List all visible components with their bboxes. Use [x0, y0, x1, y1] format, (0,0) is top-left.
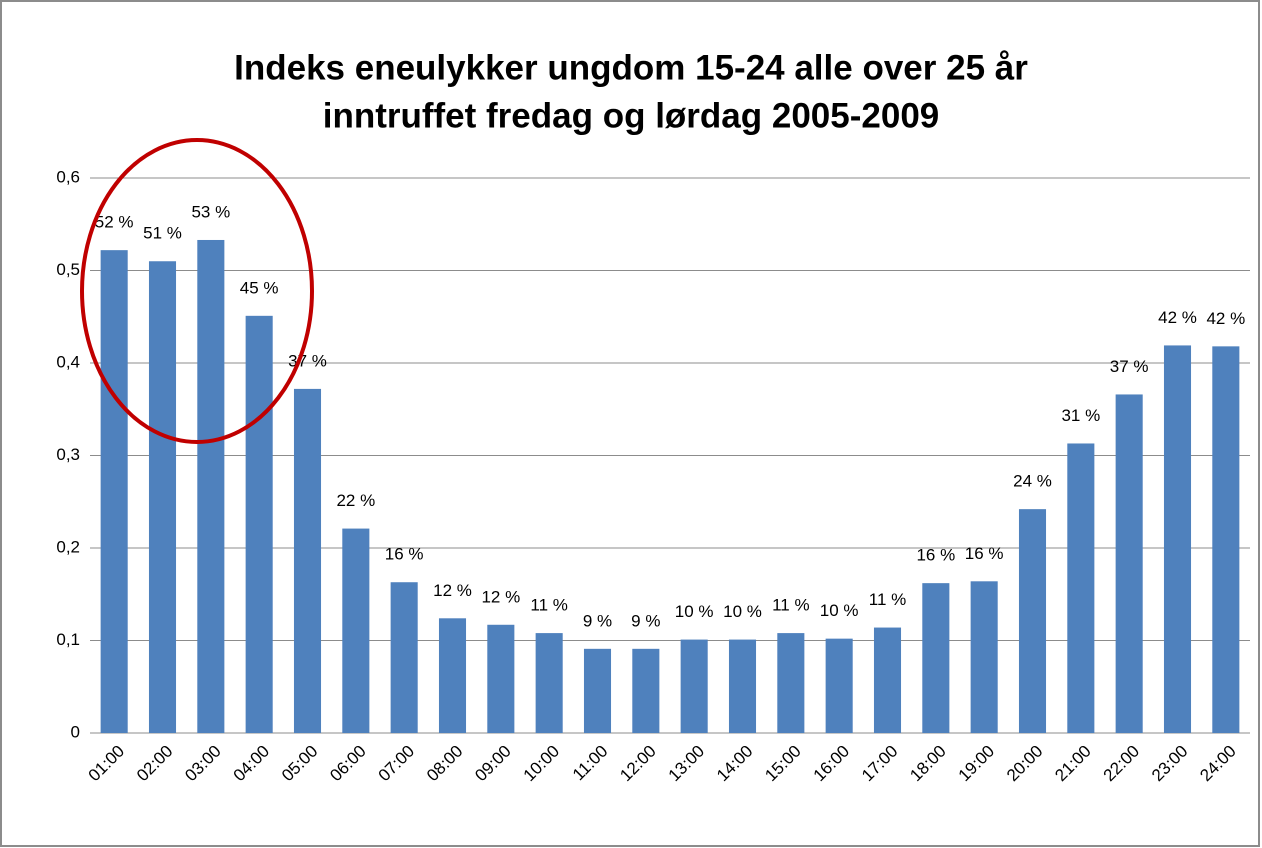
bar — [1163, 345, 1192, 733]
bar — [100, 250, 128, 733]
bar — [1115, 394, 1143, 733]
bar — [873, 627, 902, 733]
data-label: 53 % — [191, 202, 230, 221]
y-tick-label: 0 — [71, 722, 80, 741]
bar — [487, 624, 515, 733]
bar — [583, 648, 612, 733]
bar — [970, 581, 998, 733]
data-label: 10 % — [723, 602, 762, 621]
data-label: 37 % — [288, 351, 327, 370]
bar — [438, 618, 467, 733]
y-tick-label: 0,5 — [56, 260, 80, 279]
y-tick-label: 0,3 — [56, 445, 80, 464]
data-label: 9 % — [583, 611, 612, 630]
bar — [777, 633, 805, 733]
bar — [148, 261, 177, 733]
data-label: 22 % — [336, 491, 375, 510]
bar — [197, 239, 225, 733]
bar — [342, 528, 370, 733]
data-label: 16 % — [385, 545, 424, 564]
data-label: 12 % — [481, 587, 520, 606]
y-tick-label: 0,1 — [56, 630, 80, 649]
data-label: 10 % — [675, 602, 714, 621]
data-label: 37 % — [1110, 357, 1149, 376]
data-label: 52 % — [95, 213, 134, 232]
data-label: 16 % — [916, 546, 955, 565]
bar — [825, 638, 853, 733]
data-label: 45 % — [240, 278, 279, 297]
chart-title: Indeks eneulykker ungdom 15-24 alle over… — [234, 48, 1028, 87]
bar — [390, 582, 418, 733]
data-label: 16 % — [965, 544, 1004, 563]
data-label: 11 % — [869, 590, 907, 609]
data-label: 42 % — [1206, 309, 1245, 328]
bar — [293, 388, 322, 733]
data-label: 10 % — [820, 601, 859, 620]
bar — [680, 639, 708, 733]
y-tick-label: 0,6 — [56, 167, 80, 186]
chart-title: inntruffet fredag og lørdag 2005-2009 — [323, 96, 940, 135]
bar — [1067, 443, 1095, 733]
data-label: 42 % — [1158, 308, 1197, 327]
y-tick-label: 0,2 — [56, 537, 80, 556]
data-label: 12 % — [433, 581, 472, 600]
data-label: 9 % — [631, 611, 660, 630]
data-label: 11 % — [530, 596, 568, 615]
data-label: 51 % — [143, 224, 182, 243]
bar — [535, 633, 563, 733]
bar — [1212, 346, 1240, 733]
bar — [1018, 509, 1047, 733]
data-label: 24 % — [1013, 472, 1052, 491]
bar — [728, 639, 757, 733]
bar — [245, 315, 273, 733]
y-tick-label: 0,4 — [56, 352, 80, 371]
bar — [922, 583, 950, 733]
highlight-ellipse — [80, 138, 314, 444]
bar — [632, 648, 660, 733]
data-label: 11 % — [772, 596, 810, 615]
data-label: 31 % — [1061, 406, 1100, 425]
